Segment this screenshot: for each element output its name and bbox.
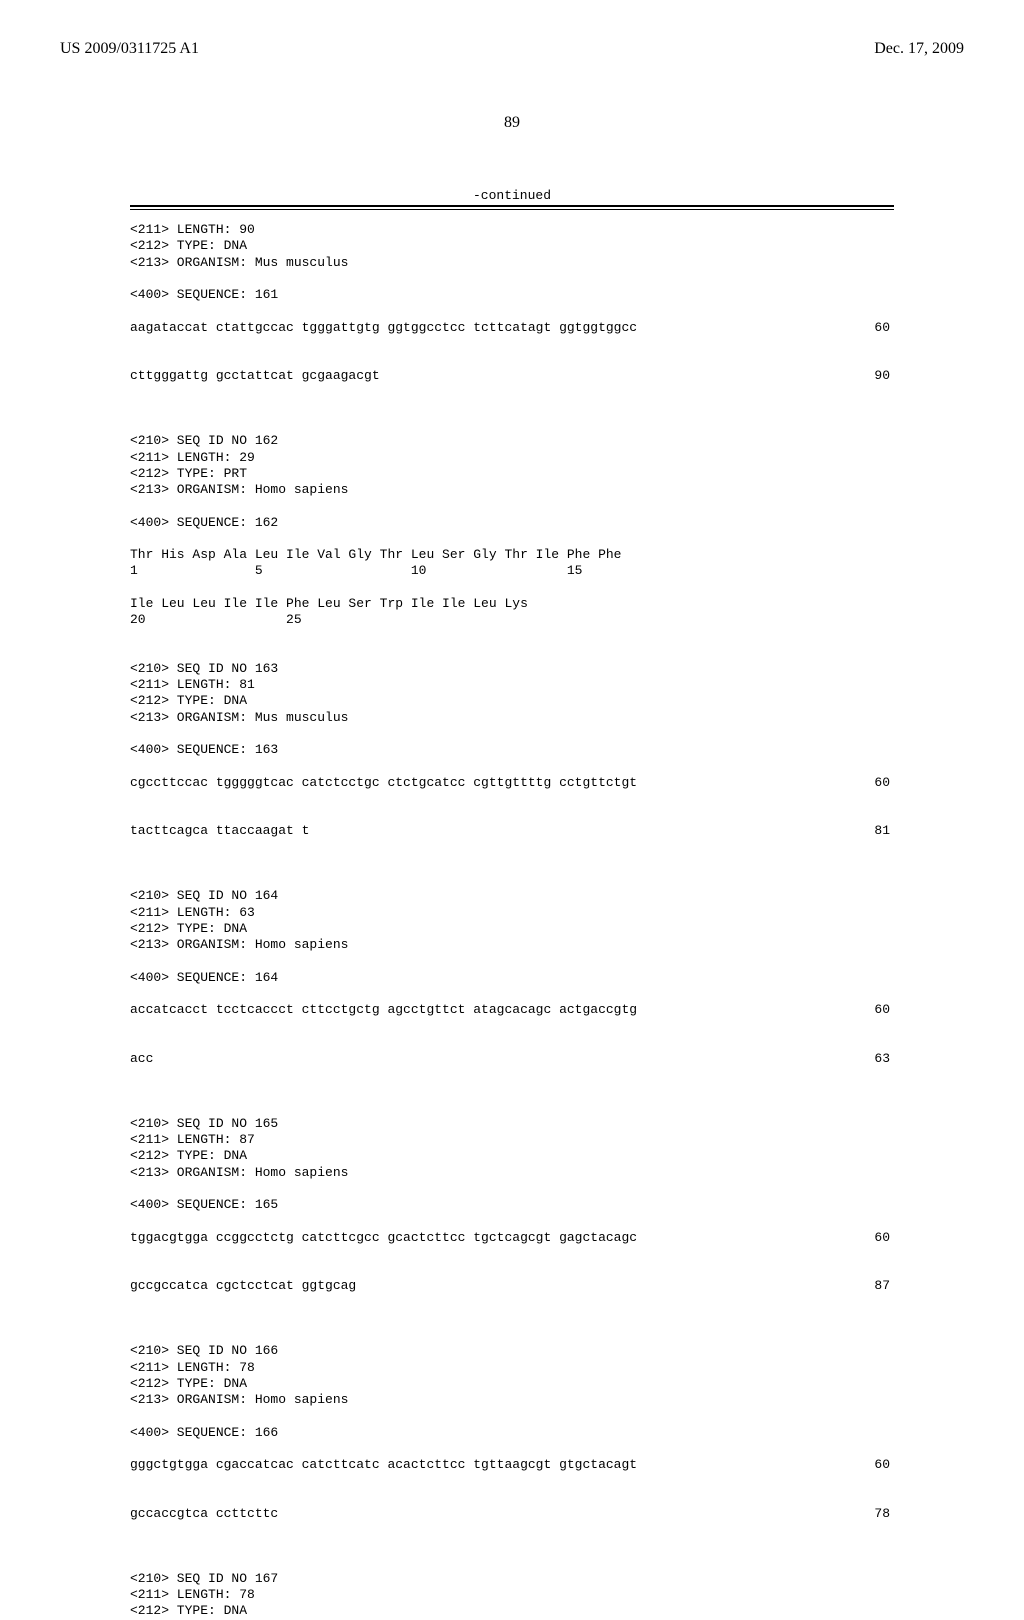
sequence-text: accatcacct tcctcaccct cttcctgctg agcctgt…: [130, 1002, 637, 1018]
sequence-position: 60: [830, 320, 890, 336]
sequence-text-block: <210> SEQ ID NO 166 <211> LENGTH: 78 <21…: [130, 1343, 348, 1439]
divider-top: [130, 205, 894, 207]
sequence-row: acc 63: [130, 1051, 890, 1067]
header-right: Dec. 17, 2009: [874, 40, 964, 58]
sequence-text-block: <210> SEQ ID NO 164 <211> LENGTH: 63 <21…: [130, 888, 348, 984]
sequence-row: gccaccgtca ccttcttc 78: [130, 1506, 890, 1522]
sequence-row: tggacgtgga ccggcctctg catcttcgcc gcactct…: [130, 1230, 890, 1246]
sequence-row: cgccttccac tgggggtcac catctcctgc ctctgca…: [130, 775, 890, 791]
sequence-position: 60: [830, 1002, 890, 1018]
divider-thin: [130, 209, 894, 210]
sequence-text-block: <210> SEQ ID NO 162 <211> LENGTH: 29 <21…: [130, 433, 621, 757]
sequence-row: cttgggattg gcctattcat gcgaagacgt 90: [130, 368, 890, 384]
sequence-position: 90: [830, 368, 890, 384]
sequence-position: 87: [830, 1278, 890, 1294]
sequence-row: accatcacct tcctcaccct cttcctgctg agcctgt…: [130, 1002, 890, 1018]
sequence-row: gccgccatca cgctcctcat ggtgcag 87: [130, 1278, 890, 1294]
sequence-text: aagataccat ctattgccac tgggattgtg ggtggcc…: [130, 320, 637, 336]
sequence-position: 78: [830, 1506, 890, 1522]
page-header: US 2009/0311725 A1 Dec. 17, 2009: [0, 0, 1024, 58]
sequence-text: tacttcagca ttaccaagat t: [130, 823, 309, 839]
continued-label: -continued: [0, 188, 1024, 203]
sequence-text: gggctgtgga cgaccatcac catcttcatc acactct…: [130, 1457, 637, 1473]
sequence-text: tggacgtgga ccggcctctg catcttcgcc gcactct…: [130, 1230, 637, 1246]
sequence-row: gggctgtgga cgaccatcac catcttcatc acactct…: [130, 1457, 890, 1473]
sequence-position: 60: [830, 775, 890, 791]
sequence-row: tacttcagca ttaccaagat t 81: [130, 823, 890, 839]
sequence-position: 81: [830, 823, 890, 839]
sequence-text: gccaccgtca ccttcttc: [130, 1506, 278, 1522]
sequence-text-block: <210> SEQ ID NO 167 <211> LENGTH: 78 <21…: [130, 1571, 278, 1619]
header-left: US 2009/0311725 A1: [60, 40, 199, 58]
sequence-text: acc: [130, 1051, 153, 1067]
sequence-text: cgccttccac tgggggtcac catctcctgc ctctgca…: [130, 775, 637, 791]
sequence-position: 60: [830, 1230, 890, 1246]
page-number: 89: [0, 114, 1024, 132]
sequence-position: 63: [830, 1051, 890, 1067]
sequence-text: gccgccatca cgctcctcat ggtgcag: [130, 1278, 356, 1294]
sequence-row: aagataccat ctattgccac tgggattgtg ggtggcc…: [130, 320, 890, 336]
sequence-listing: <211> LENGTH: 90 <212> TYPE: DNA <213> O…: [130, 222, 1024, 1620]
sequence-position: 60: [830, 1457, 890, 1473]
sequence-text-block: <211> LENGTH: 90 <212> TYPE: DNA <213> O…: [130, 222, 348, 302]
sequence-text-block: <210> SEQ ID NO 165 <211> LENGTH: 87 <21…: [130, 1116, 348, 1212]
sequence-text: cttgggattg gcctattcat gcgaagacgt: [130, 368, 380, 384]
